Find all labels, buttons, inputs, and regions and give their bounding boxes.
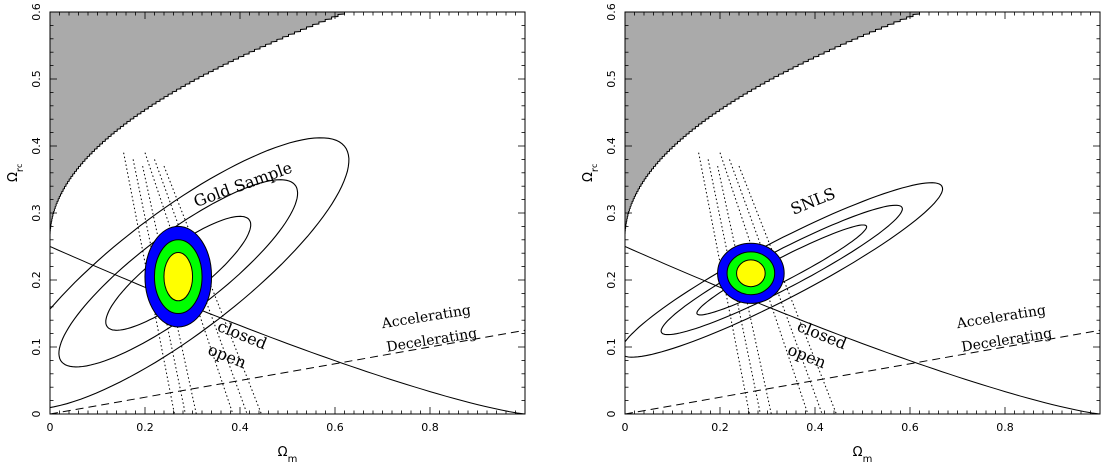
x-axis-label: Ωm — [853, 445, 873, 465]
combined-contours — [717, 242, 785, 304]
y-tick-label: 0.5 — [30, 70, 43, 88]
sn-contour-1 — [50, 137, 350, 409]
y-tick-label: 0.2 — [605, 271, 618, 289]
y-tick-label: 0.1 — [30, 338, 43, 356]
y-tick-label: 0 — [605, 411, 618, 418]
x-tick-label: 0.8 — [996, 421, 1014, 434]
y-axis-label: Ωrc — [581, 164, 601, 182]
ticks — [49, 11, 526, 415]
x-tick-label: 0.4 — [806, 421, 824, 434]
sn-contours — [50, 137, 350, 409]
baryon-band-line — [154, 159, 248, 414]
y-tick-label: 0 — [30, 411, 43, 418]
x-axis-label: Ωm — [278, 445, 298, 465]
plot-area — [625, 12, 1100, 414]
combined-contour-3 — [163, 252, 194, 302]
panel-2: 0 0.2 0.4 0.6 0.8 0 0.1 0.2 0.3 0.4 0.5 0.6 Ωm Ωrc SNL… — [581, 3, 1101, 465]
plot-area — [50, 12, 525, 414]
decelerating-label: Decelerating — [960, 326, 1053, 356]
acceleration-line — [50, 329, 525, 414]
x-tick-label: 0.2 — [711, 421, 729, 434]
acceleration-line — [625, 329, 1100, 414]
y-tick-label: 0.5 — [605, 70, 618, 88]
baryon-band-line — [132, 159, 186, 414]
x-tick-label: 0.2 — [136, 421, 154, 434]
y-tick-label: 0.1 — [605, 338, 618, 356]
x-tick-label: 0 — [47, 421, 54, 434]
flat-universe-curve — [50, 246, 525, 414]
dataset-label: SNLS — [788, 184, 838, 219]
y-tick-label: 0.4 — [605, 137, 618, 155]
baryon-band-line — [163, 165, 262, 414]
y-tick-label: 0.6 — [605, 3, 618, 21]
sn-contours — [625, 182, 944, 358]
excluded-region — [625, 12, 920, 237]
y-tick-label: 0.6 — [30, 3, 43, 21]
x-tick-label: 0.6 — [901, 421, 919, 434]
x-tick-label: 0.4 — [231, 421, 249, 434]
excluded-region — [50, 12, 345, 237]
sn-contour-3 — [105, 215, 252, 331]
ticks — [624, 11, 1101, 415]
sn-contour-1 — [625, 182, 944, 358]
sn-contour-2 — [58, 179, 299, 368]
y-tick-label: 0.4 — [30, 137, 43, 155]
combined-contours — [144, 225, 213, 328]
sn-contour-3 — [696, 224, 868, 316]
x-tick-label: 0 — [622, 421, 629, 434]
y-tick-label: 0.3 — [30, 204, 43, 222]
y-tick-label: 0.2 — [30, 271, 43, 289]
panel-1: 0 0.2 0.4 0.6 0.8 0 0.1 0.2 0.3 0.4 0.5 0.6 Ωm Ωrc Gol… — [6, 3, 526, 465]
dataset-label: Gold Sample — [191, 158, 295, 211]
x-tick-label: 0.8 — [421, 421, 439, 434]
y-axis-label: Ωrc — [6, 164, 26, 182]
decelerating-label: Decelerating — [385, 326, 478, 356]
combined-contour-3 — [736, 259, 766, 288]
sn-contour-2 — [660, 204, 903, 336]
baryon-band-line — [729, 159, 823, 414]
x-tick-label: 0.6 — [326, 421, 344, 434]
baryon-band-line — [738, 165, 837, 414]
y-tick-label: 0.3 — [605, 204, 618, 222]
baryon-band-line — [707, 159, 761, 414]
